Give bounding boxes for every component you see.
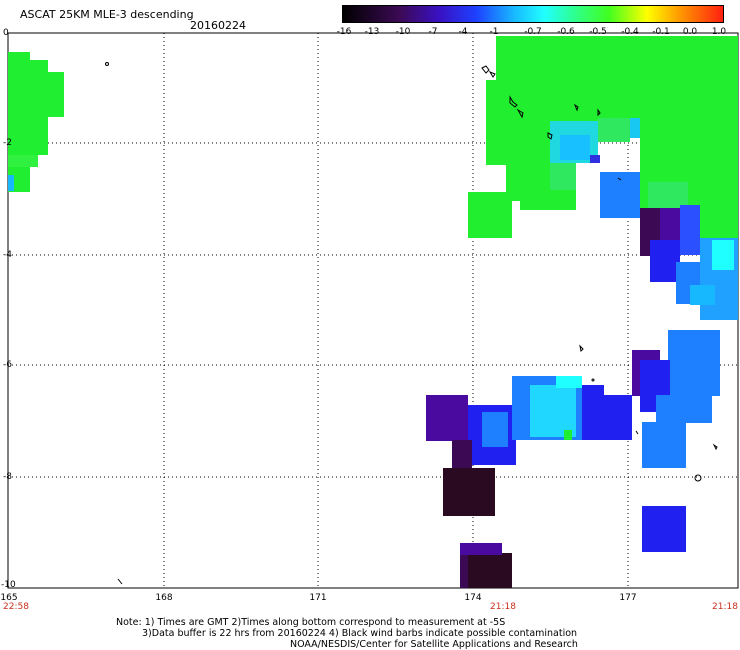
right-column-cells <box>640 200 738 320</box>
colorbar-tick: -1 <box>489 27 499 37</box>
lon-label: 171 <box>309 593 327 603</box>
colorbar-tick: -0.1 <box>652 27 670 37</box>
lat-label: -8 <box>3 472 12 482</box>
colorbar-tick: -0.7 <box>524 27 542 37</box>
colorbar-tick: -0.5 <box>589 27 607 37</box>
colorbar-tick: -7 <box>428 27 438 37</box>
colorbar-tick: 1.0 <box>711 27 727 37</box>
lat-label: -6 <box>3 360 12 370</box>
upper-right-swath-cells <box>468 36 738 238</box>
island-outlines <box>105 62 718 585</box>
note-line-3: NOAA/NESDIS/Center for Satellite Applica… <box>290 639 578 650</box>
colorbar-tick: -13 <box>364 27 380 37</box>
colorbar-tick: -10 <box>395 27 411 37</box>
colorbar-tick: -0.4 <box>621 27 639 37</box>
lon-label: 177 <box>619 593 637 603</box>
lat-label: -2 <box>3 138 12 148</box>
lat-label: -4 <box>3 250 12 260</box>
colorbar-tick: -0.6 <box>557 27 575 37</box>
colorbar <box>342 5 724 23</box>
lon-label: 174 <box>464 593 482 603</box>
note-line-1: Note: 1) Times are GMT 2)Times along bot… <box>116 617 506 628</box>
center-swath-cells <box>426 376 632 588</box>
colorbar-tick: -16 <box>336 27 352 37</box>
map-title: ASCAT 25KM MLE-3 descending <box>20 8 194 21</box>
colorbar-tick: -4 <box>458 27 468 37</box>
lon-label: 165 <box>0 593 18 603</box>
lat-label: 0 <box>3 28 9 38</box>
left-swath-cells <box>8 52 64 192</box>
time-label: 21:18 <box>490 602 516 612</box>
time-label: 22:58 <box>3 602 29 612</box>
lat-label: -10 <box>1 580 16 590</box>
lon-label: 168 <box>155 593 173 603</box>
note-line-2: 3)Data buffer is 22 hrs from 20160224 4)… <box>142 628 578 639</box>
mid-right-cells <box>632 330 720 552</box>
colorbar-tick: 0.0 <box>682 27 698 37</box>
time-label: 21:18 <box>712 602 738 612</box>
map-date: 20160224 <box>190 19 246 32</box>
